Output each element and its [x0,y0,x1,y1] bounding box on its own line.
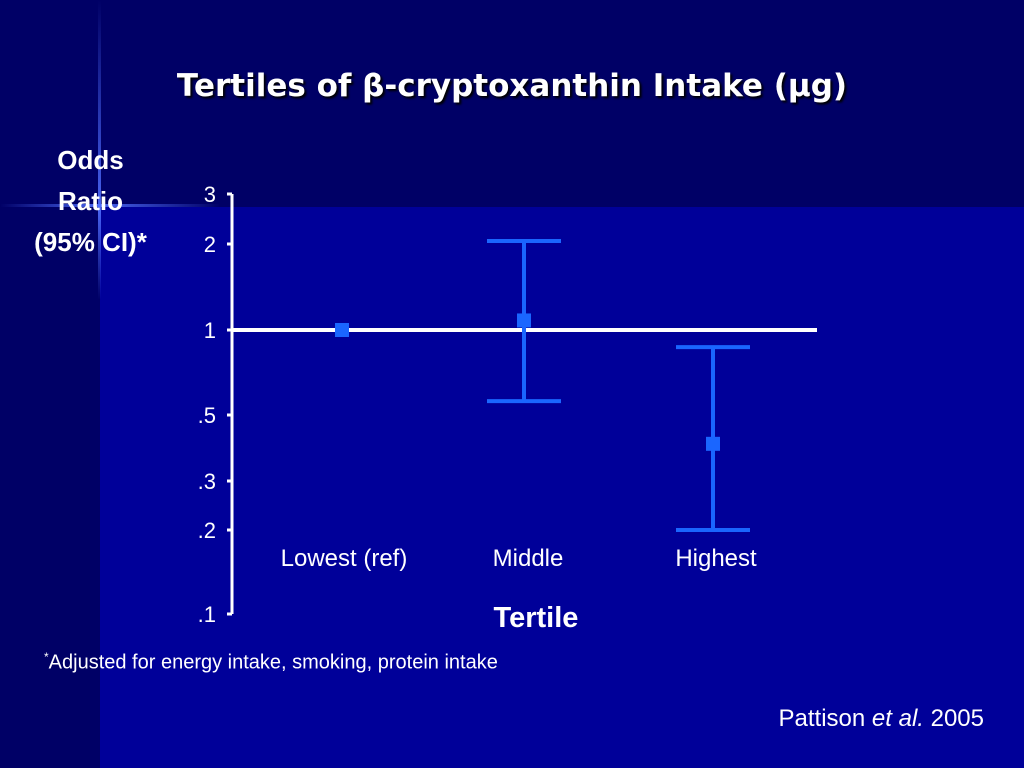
footnote: *Adjusted for energy intake, smoking, pr… [44,650,498,675]
x-axis-label: Tertile [493,602,579,634]
slide-title: Tertiles of β-cryptoxanthin Intake (μg) [176,68,848,104]
citation-year: 2005 [923,705,984,732]
point-marker-2 [706,436,720,451]
y-axis-label: Odds Ratio (95% CI)* [34,145,147,257]
category-label-0: Lowest (ref) [281,545,408,572]
y-tick-label-1: 2 [204,232,216,257]
citation-etal: et al. [871,705,924,732]
citation: Pattison et al. 2005 [779,705,984,733]
background-left-band [0,0,100,768]
y-tick-label-2: 1 [204,318,216,343]
footnote-text: Adjusted for energy intake, smoking, pro… [48,651,498,674]
y-tick-label-0: 3 [204,182,216,207]
decorative-glint-vertical [98,0,101,300]
point-marker-1 [517,313,531,328]
background-top-band [0,0,1024,207]
category-label-1: Middle [493,545,564,572]
y-tick-label-5: .2 [198,518,216,543]
background-main-panel [100,207,1024,768]
point-marker-0 [335,323,349,337]
y-tick-label-6: .1 [198,602,216,627]
category-label-2: Highest [675,545,757,572]
footnote-marker: * [44,650,49,664]
decorative-glint-horizontal [0,204,220,207]
y-tick-label-3: .5 [198,403,216,428]
y-tick-label-4: .3 [198,469,216,494]
citation-author: Pattison [778,705,872,732]
